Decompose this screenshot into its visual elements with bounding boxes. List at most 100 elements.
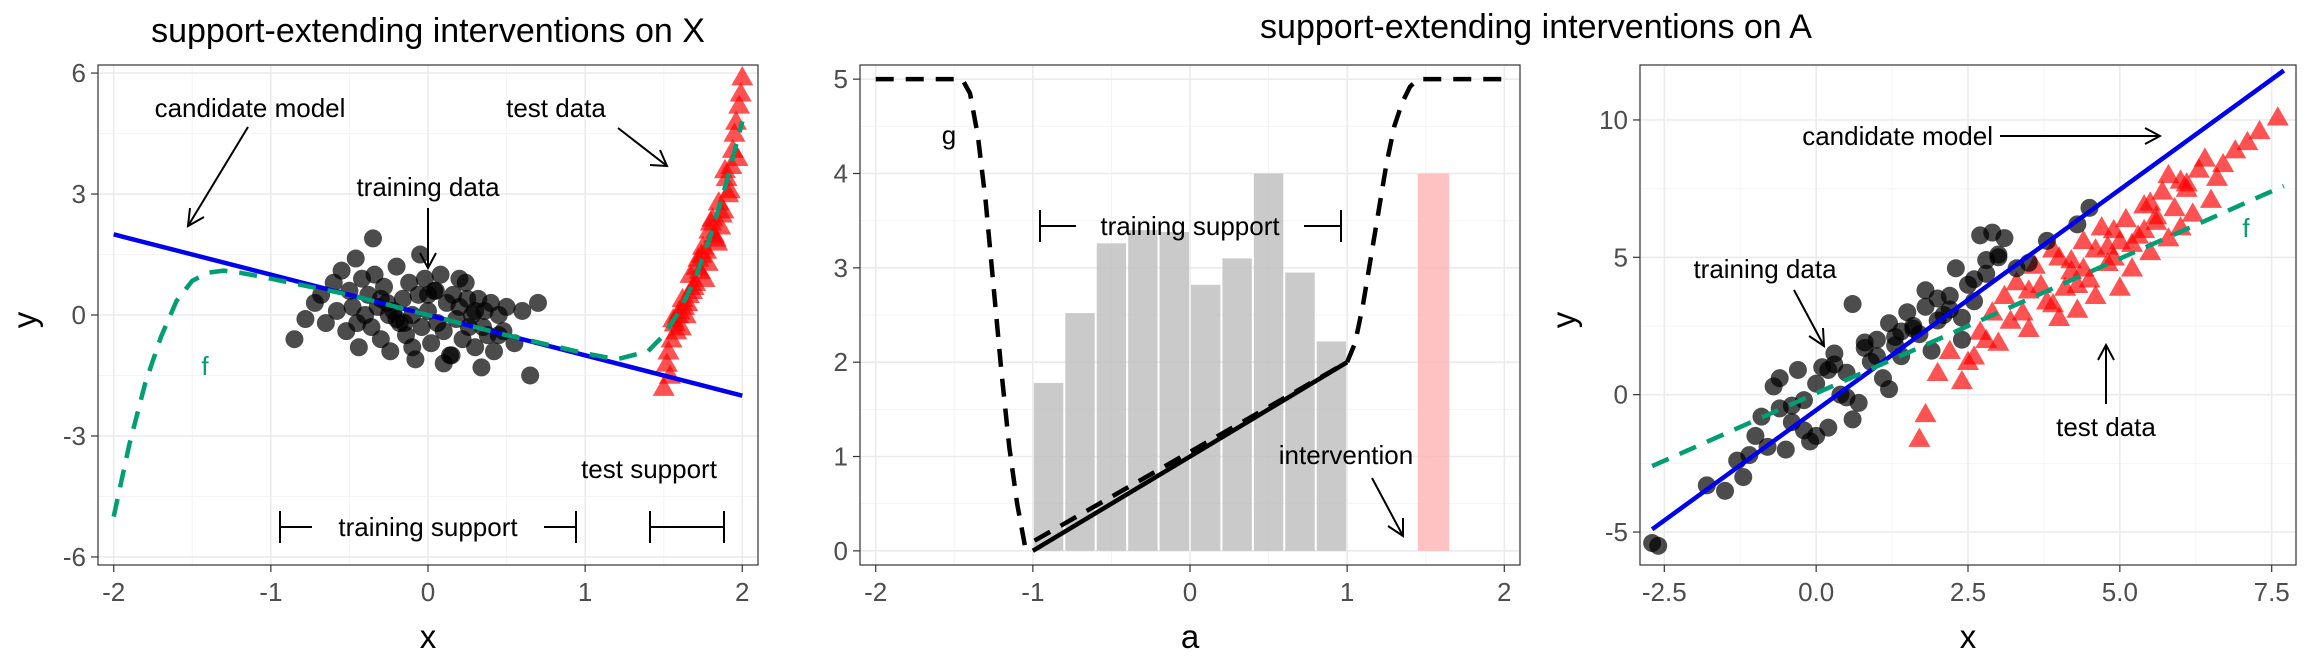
panel3-grid — [1640, 65, 2296, 565]
test-point — [2248, 119, 2271, 140]
test-point — [657, 340, 680, 360]
panel1-grid — [98, 65, 758, 565]
training-point — [346, 249, 365, 268]
training-point — [422, 334, 441, 353]
histogram-bar — [1191, 284, 1221, 551]
test-point — [1926, 361, 1949, 381]
panel2-y-ticks: 0 1 2 3 4 5 — [834, 64, 860, 566]
f-curve — [1651, 183, 2285, 469]
training-point — [1904, 319, 1923, 338]
training-point — [1855, 333, 1874, 352]
candidate-model-line — [1650, 68, 2286, 532]
test-point — [1975, 328, 1998, 348]
test-point — [701, 207, 724, 227]
training-point — [1734, 468, 1753, 487]
training-point — [296, 310, 315, 329]
training-point — [1770, 369, 1789, 388]
training-point — [485, 342, 503, 361]
histogram-bar — [1128, 230, 1158, 551]
panel2-y-tick-label: 3 — [834, 253, 848, 283]
test-point — [670, 316, 692, 336]
solid-line — [1031, 360, 1349, 553]
test-point — [1908, 427, 1931, 447]
test-point — [2108, 276, 2131, 296]
training-point — [364, 229, 382, 248]
test-point — [2133, 218, 2156, 239]
test-point — [1963, 345, 1986, 365]
test-point — [2048, 306, 2071, 326]
training-point — [513, 301, 532, 320]
training-point — [349, 338, 368, 357]
training-point — [1843, 410, 1862, 429]
training-point — [1843, 295, 1862, 314]
annot-f-right: f — [2242, 213, 2250, 243]
test-point — [2072, 257, 2095, 277]
panel1-y-tick-label: 3 — [72, 179, 86, 209]
panel1-y-tick-label: -6 — [63, 542, 86, 572]
test-point — [2224, 139, 2247, 159]
test-point — [717, 183, 740, 203]
panel1-y-tick-label: 0 — [72, 300, 86, 330]
training-point — [431, 265, 450, 284]
histogram-bar — [1222, 258, 1252, 551]
test-point — [2157, 163, 2180, 184]
annot-intervention: intervention — [1279, 440, 1413, 470]
test-point — [2169, 169, 2192, 189]
panel3-x-ticks: -2.5 0.0 2.5 5.0 7.5 — [1642, 565, 2290, 607]
panel2-y-tick-label: 1 — [834, 442, 848, 472]
panel3-x-tick-label: 0.0 — [1798, 577, 1834, 607]
test-point — [2206, 166, 2229, 186]
training-point — [415, 269, 434, 288]
test-point — [2199, 188, 2222, 208]
test-point — [655, 352, 678, 372]
training-point — [1916, 297, 1935, 316]
panel2-y-tick-label: 0 — [834, 536, 848, 566]
training-point — [400, 273, 419, 292]
test-point — [2139, 240, 2162, 261]
panel2-x-tick-label: -2 — [864, 577, 887, 607]
test-point — [706, 231, 729, 251]
test-point — [652, 376, 675, 396]
arrow-candidate-model-left — [187, 126, 249, 227]
panel2-x-tick-label: 2 — [1497, 577, 1511, 607]
training-point — [1716, 481, 1735, 500]
test-point — [2108, 229, 2131, 250]
training-point — [434, 354, 453, 373]
f-curve — [111, 120, 745, 518]
training-point — [1940, 286, 1959, 305]
training-point — [393, 289, 412, 308]
panel3-y-tick-label: 0 — [1614, 380, 1628, 410]
training-point — [316, 314, 335, 333]
annot-training-data-right: training data — [1693, 254, 1837, 284]
test-point — [729, 82, 752, 102]
test-point — [2114, 207, 2137, 228]
panel3-y-tick-label: 10 — [1599, 105, 1628, 135]
test-point — [693, 267, 716, 287]
histogram-bar — [1033, 382, 1064, 551]
test-point — [714, 158, 736, 179]
panel2-border — [859, 64, 1521, 566]
histogram-bar — [1253, 173, 1284, 551]
training-point — [387, 257, 406, 276]
panel3-y-ticks: -5 0 5 10 — [1599, 105, 1640, 547]
training-point — [387, 310, 406, 329]
test-point — [2060, 249, 2083, 269]
panel1-y-axis-title: y — [6, 311, 43, 328]
test-point — [1993, 284, 2016, 305]
panel1-x-ticks: -2 -1 0 1 2 — [102, 565, 750, 607]
panel3-x-tick-label: -2.5 — [1642, 577, 1687, 607]
test-point — [1938, 339, 1961, 359]
annot-candidate-model-right: candidate model — [1802, 121, 1993, 151]
training-point — [472, 358, 491, 377]
test-point — [2163, 196, 2186, 217]
panel1-y-tick-label: 6 — [72, 58, 86, 88]
panel1-y-ticks: -6 -3 0 3 6 — [63, 58, 98, 572]
training-point — [403, 338, 422, 357]
training-point — [466, 338, 485, 357]
panel2-grid — [860, 65, 1520, 565]
panel1-x-tick-label: 1 — [578, 577, 592, 607]
panel3-x-tick-label: 2.5 — [1950, 577, 1986, 607]
training-point — [1825, 355, 1844, 374]
test-point — [2042, 293, 2065, 313]
